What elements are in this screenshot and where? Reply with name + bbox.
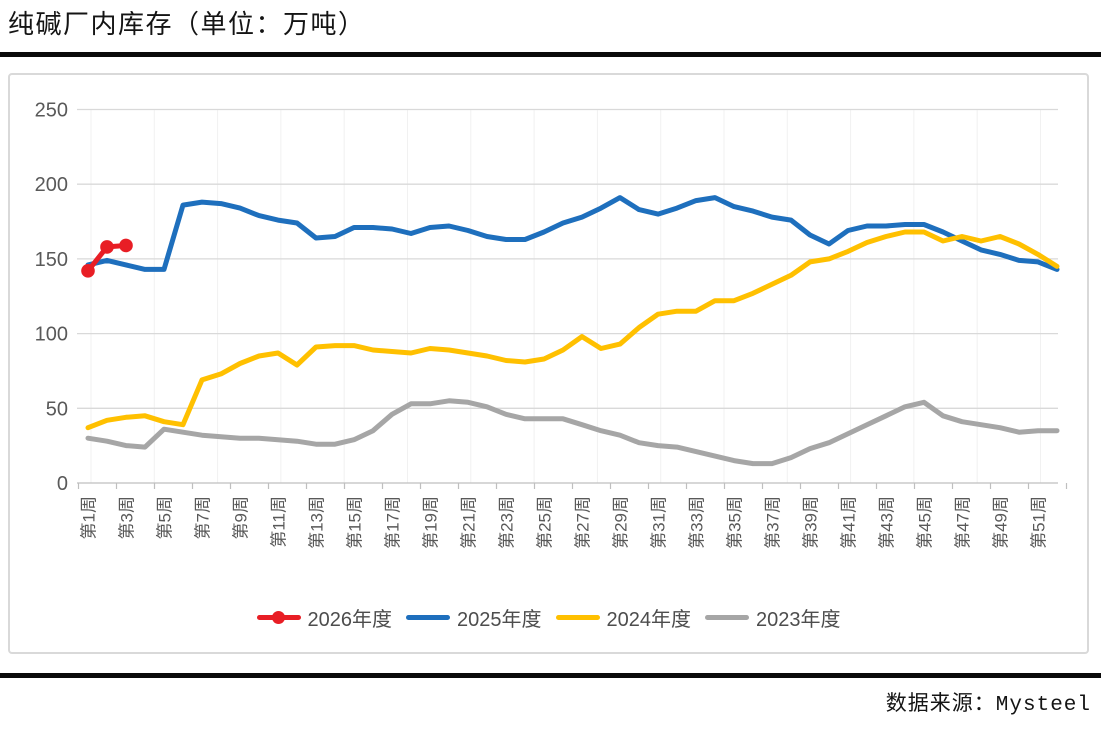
x-axis-tick-label: 第31周 [650,496,669,549]
series-marker-2026年度 [119,238,133,253]
y-axis-tick-label: 100 [35,324,68,346]
x-axis-tick-label: 第49周 [992,496,1011,549]
top-divider-rule [0,52,1101,57]
legend-marker-dot [271,611,285,624]
chart-legend: 2026年度 2025年度 2024年度 2023年度 [10,603,1087,632]
x-axis-tick-label: 第9周 [232,496,251,539]
legend-label: 2025年度 [457,609,542,631]
series-line-2024年度 [85,229,1060,431]
x-axis-tick-label: 第25周 [536,496,555,549]
legend-label: 2023年度 [756,609,841,631]
series-marker-2026年度 [100,240,114,254]
y-axis-tick-label: 0 [57,473,68,495]
series-line-2023年度 [85,398,1060,467]
y-axis-tick-label: 150 [35,249,68,271]
legend-swatch [705,615,749,620]
x-axis-tick-label: 第27周 [574,496,593,549]
x-axis-tick-label: 第15周 [346,496,365,549]
x-axis-tick-label: 第45周 [916,496,935,549]
legend-swatch [555,615,600,620]
legend-item-2024年度: 2024年度 [555,603,692,632]
x-axis-tick-label: 第41周 [840,496,859,549]
x-axis-tick-label: 第13周 [308,496,327,549]
data-source-note: 数据来源：Mysteel [885,694,1091,717]
legend-item-2025年度: 2025年度 [406,603,542,632]
legend-item-2023年度: 2023年度 [705,603,841,632]
x-axis-tick-label: 第37周 [764,496,783,549]
x-axis-tick-label: 第23周 [498,496,517,549]
y-axis-tick-label: 250 [35,100,68,122]
y-axis-tick-label: 200 [35,174,68,196]
x-axis-tick-label: 第1周 [80,496,99,539]
x-axis-tick-label: 第17周 [384,496,403,549]
x-axis-tick-label: 第33周 [688,496,707,549]
inventory-chart-panel: 0 50 100 150 200 250 第1周 第3周 第5周 第7周 第9周 第11周 第13周 第1… [8,73,1089,654]
legend-label: 2026年度 [307,609,393,631]
legend-item-2026年度: 2026年度 [256,603,393,632]
x-axis-tick-label: 第39周 [802,496,821,549]
legend-swatch [256,611,301,624]
x-axis-tick-label: 第51周 [1030,496,1049,549]
legend-swatch [406,615,450,620]
x-axis-tick-label: 第47周 [954,496,973,549]
x-axis-tick-label: 第19周 [422,496,441,549]
series-marker-2026年度 [81,264,95,278]
x-axis-tick-label: 第21周 [460,496,479,549]
x-axis-tick-label: 第43周 [878,496,897,549]
page-title: 纯碱厂内库存（单位：万吨） [8,10,366,39]
x-axis-tick-label: 第3周 [118,496,137,539]
x-axis-tick-label: 第5周 [156,496,175,539]
y-axis-tick-label: 50 [46,398,68,420]
bottom-divider-rule [0,673,1101,678]
x-axis-tick-label: 第35周 [726,496,745,549]
x-axis-tick-label: 第29周 [612,496,631,549]
x-axis-tick-label: 第7周 [194,496,213,539]
series-line-2025年度 [85,195,1060,272]
legend-label: 2024年度 [606,609,692,631]
x-axis-tick-label: 第11周 [270,496,289,548]
